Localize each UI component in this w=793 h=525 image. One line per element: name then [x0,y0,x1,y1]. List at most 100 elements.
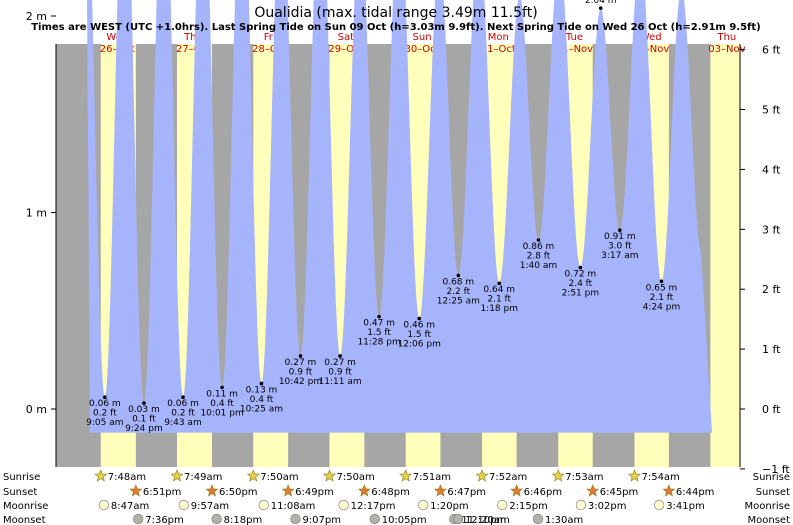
low-tide-marker [338,354,342,358]
moonrise-icon [258,499,269,511]
sunrise-icon [475,469,489,482]
sunset-time: 6:44pm [676,487,715,498]
low-tide-marker [103,395,107,400]
low-tide-label: 12:25 am [437,296,480,306]
sunrise-icon [628,469,641,482]
sun-moon-rows: Sunrise Sunrise Sunset Sunset Moonrise Moonri… [3,469,791,525]
sunrise-icon [94,469,108,482]
moonset-time: 9:07pm [302,515,341,525]
moonset-row-label-right: Moonset [748,515,791,525]
low-tide-label: 9:05 am [86,418,123,428]
low-tide-label: 0.13 m [246,385,278,395]
right-axis-tick-label: 6 ft [762,44,781,57]
low-tide-label: 2.1 ft [650,293,674,303]
day-weekday: Tue [565,32,583,43]
day-date: 27–Oct [176,44,211,55]
moonrise-time: 3:41pm [666,501,705,512]
low-tide-marker [181,395,185,400]
sunset-icon [586,484,600,497]
moonset-time: 10:05pm [382,515,427,525]
low-tide-label: 0.2 ft [93,409,117,419]
moonset-icon [532,513,544,525]
axes: 0 m1 m2 m3 m−1 ft0 ft1 ft2 ft3 ft4 ft5 f… [26,10,791,476]
day-date: 02–Nov [632,44,669,55]
sunset-icon [510,484,524,497]
low-tide-label: 2.1 ft [487,295,511,305]
moonset-time: 7:36pm [145,515,184,525]
moonrise-icon [418,499,429,511]
moonrise-time: 2:15pm [509,501,548,512]
low-tide-label: 0.06 m [89,399,121,409]
low-tide-label: 2.4 ft [568,279,592,289]
high-tide-marker [598,6,603,10]
low-tide-label: 9:43 am [164,418,201,428]
sunset-time: 6:47pm [447,487,486,498]
low-tide-marker [618,228,622,232]
day-weekday: Sat [338,32,354,43]
sunrise-icon [170,469,184,482]
low-tide-label: 11:28 pm [357,338,400,348]
moonrise-time: 12:17pm [351,501,396,512]
low-tide-label: 10:01 pm [200,408,243,418]
left-axis-tick-label: 2 m [26,10,47,23]
moonset-time: 1:30am [545,515,583,525]
sunset-time: 6:49pm [295,487,334,498]
sunrise-time: 7:54am [641,472,679,483]
low-tide-label: 0.11 m [206,389,238,399]
low-tide-label: 2.8 ft [527,252,551,262]
moonrise-icon [575,499,587,511]
low-tide-label: 0.27 m [285,358,317,368]
sunset-time: 6:50pm [219,487,258,498]
day-date: 28–Oct [252,44,287,55]
day-weekday: Mon [488,32,509,43]
moonrise-icon [497,499,508,511]
left-axis-tick-label: 1 m [26,207,47,220]
right-axis-tick-label: 0 ft [762,403,781,416]
low-tide-marker [377,314,381,319]
low-tide-marker [142,401,146,405]
moonrise-row-label-left: Moonrise [3,501,48,512]
sunset-icon [205,484,219,497]
day-date: 31–Oct [481,44,516,55]
low-tide-label: 2.2 ft [446,287,470,297]
sunset-row-label-right: Sunset [756,487,790,498]
sunset-icon [357,484,371,497]
low-tide-label: 12:06 pm [398,340,441,350]
sunrise-time: 7:50am [336,472,374,483]
right-axis-tick-label: 1 ft [762,343,781,356]
low-tide-label: 0.47 m [363,319,395,329]
tide-area [87,0,712,433]
low-tide-marker [497,281,502,286]
low-tide-label: 0.64 m [483,285,515,295]
moonset-time: 11:10pm [461,515,506,525]
low-tide-label: 0.03 m [128,405,160,415]
low-tide-marker [536,238,541,242]
low-tide-label: 0.4 ft [210,399,234,409]
sunrise-icon [399,469,413,482]
right-axis-tick-label: −1 ft [762,463,790,476]
low-tide-marker [298,354,303,358]
high-tide-label: 2.04 m [585,0,617,6]
sunset-icon [662,484,676,497]
sunrise-time: 7:50am [260,472,298,483]
moonset-icon [211,513,222,525]
day-weekday: Wed [640,32,662,43]
chart-title: Oualidia (max. tidal range 3.49m 11.5ft) [254,5,537,21]
sunset-icon [129,484,143,497]
low-tide-label: 0.4 ft [250,395,274,405]
low-tide-label: 2:51 pm [562,289,600,299]
tide-curve [87,0,712,433]
sunset-row-label-left: Sunset [3,487,37,498]
moonrise-icon [338,499,349,511]
moonrise-row-label-right: Moonrise [745,501,790,512]
moonset-icon [290,513,301,525]
low-tide-label: 0.27 m [324,358,356,368]
sunset-time: 6:45pm [600,487,639,498]
low-tide-label: 0.9 ft [328,367,352,377]
day-weekday: Sun [413,32,432,43]
right-axis-tick-label: 2 ft [762,283,781,296]
moonset-icon [133,513,144,525]
low-tide-label: 0.72 m [565,270,597,280]
moonrise-icon [178,499,189,511]
